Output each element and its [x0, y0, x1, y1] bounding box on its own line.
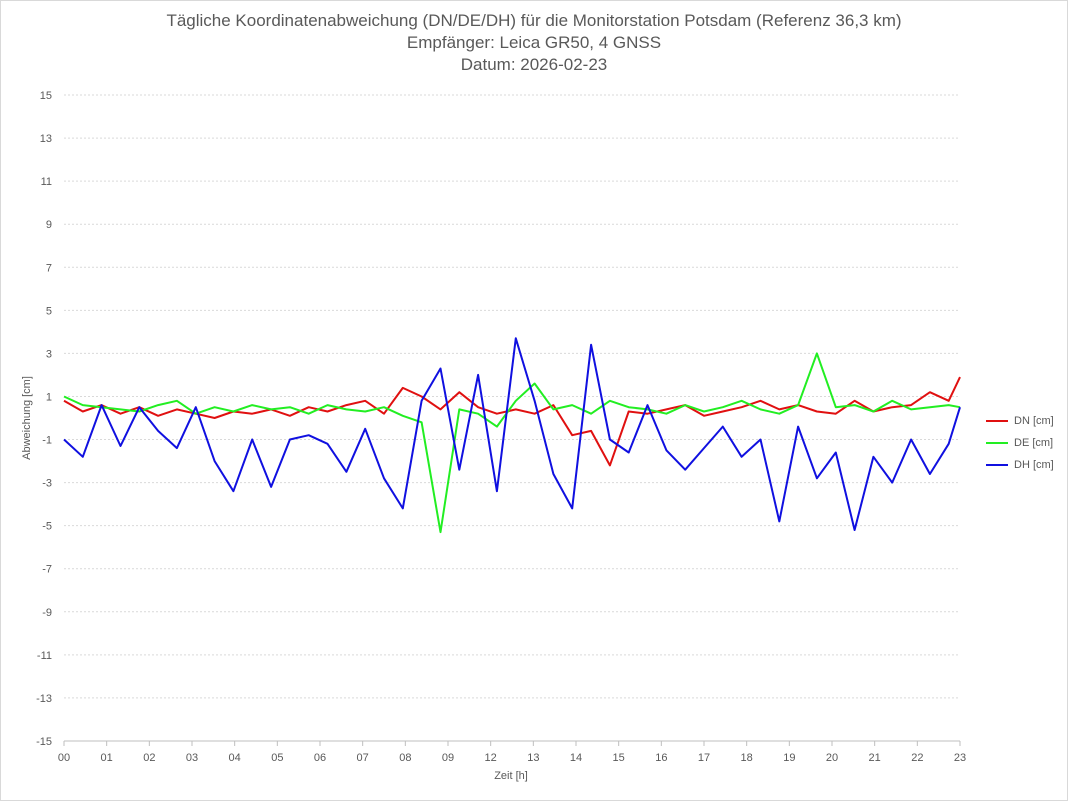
x-tick-label: 22 — [911, 752, 923, 764]
legend-swatch-dh — [986, 464, 1008, 466]
y-tick-label: 1 — [46, 391, 52, 403]
y-tick-label: -11 — [37, 650, 52, 662]
x-tick-label: 13 — [527, 752, 539, 764]
x-tick-label: 06 — [314, 752, 326, 764]
x-tick-label: 05 — [271, 752, 283, 764]
x-tick-label: 02 — [143, 752, 155, 764]
chart-title-block: Tägliche Koordinatenabweichung (DN/DE/DH… — [0, 10, 1068, 76]
chart-date: Datum: 2026-02-23 — [460, 55, 608, 74]
y-tick-label: 9 — [46, 219, 52, 231]
x-tick-labels: 00 01 02 03 04 05 06 07 08 09 12 13 14 15 16 17 18 19 20 21… — [58, 741, 966, 764]
legend-item-de: DE [cm] — [986, 432, 1054, 454]
x-tick-label: 23 — [954, 752, 966, 764]
legend-swatch-de — [986, 442, 1008, 444]
series-lines — [63, 337, 961, 534]
y-tick-label: -9 — [42, 607, 52, 619]
y-tick-label: -1 — [42, 435, 52, 447]
x-tick-label: 20 — [826, 752, 838, 764]
legend-label-dh: DH [cm] — [1014, 459, 1054, 471]
x-tick-label: 09 — [442, 752, 454, 764]
x-tick-label: 00 — [58, 752, 70, 764]
legend-item-dn: DN [cm] — [986, 410, 1054, 432]
legend-label-dn: DN [cm] — [1014, 415, 1054, 427]
x-tick-label: 07 — [357, 752, 369, 764]
x-tick-label: 17 — [698, 752, 710, 764]
y-tick-label: 7 — [46, 262, 52, 274]
x-tick-label: 08 — [399, 752, 411, 764]
series-line-dn — [63, 376, 961, 467]
legend-label-de: DE [cm] — [1014, 437, 1054, 449]
x-tick-label: 01 — [101, 752, 113, 764]
x-tick-label: 04 — [229, 752, 241, 764]
series-line-dh — [63, 337, 961, 531]
gridlines — [64, 94, 960, 742]
y-tick-label: -5 — [42, 521, 52, 533]
x-axis-label: Zeit [h] — [494, 770, 528, 782]
x-tick-label: 16 — [655, 752, 667, 764]
legend-item-dh: DH [cm] — [986, 454, 1054, 476]
y-tick-labels: 15 13 11 9 7 5 3 1 -1 -3 -5 -7 -9 -11 -13 -15 — [36, 90, 52, 748]
x-tick-label: 21 — [869, 752, 881, 764]
chart-title: Tägliche Koordinatenabweichung (DN/DE/DH… — [166, 11, 902, 30]
y-tick-label: -13 — [36, 693, 52, 705]
y-tick-label: 5 — [46, 305, 52, 317]
series-line-de — [63, 352, 961, 534]
y-tick-label: 13 — [40, 133, 52, 145]
chart-subtitle: Empfänger: Leica GR50, 4 GNSS — [406, 33, 662, 52]
x-tick-label: 19 — [783, 752, 795, 764]
x-tick-label: 15 — [613, 752, 625, 764]
y-tick-label: -7 — [42, 564, 52, 576]
x-tick-label: 03 — [186, 752, 198, 764]
y-tick-label: 3 — [46, 348, 52, 360]
x-tick-label: 12 — [485, 752, 497, 764]
x-tick-label: 14 — [570, 752, 582, 764]
y-tick-label: 11 — [41, 176, 52, 188]
legend-swatch-dn — [986, 420, 1008, 422]
y-tick-label: -3 — [42, 478, 52, 490]
y-tick-label: 15 — [40, 90, 52, 102]
y-tick-label: -15 — [36, 736, 52, 748]
legend: DN [cm] DE [cm] DH [cm] — [986, 410, 1054, 476]
x-tick-label: 18 — [741, 752, 753, 764]
y-axis-label: Abweichung [cm] — [21, 376, 33, 460]
